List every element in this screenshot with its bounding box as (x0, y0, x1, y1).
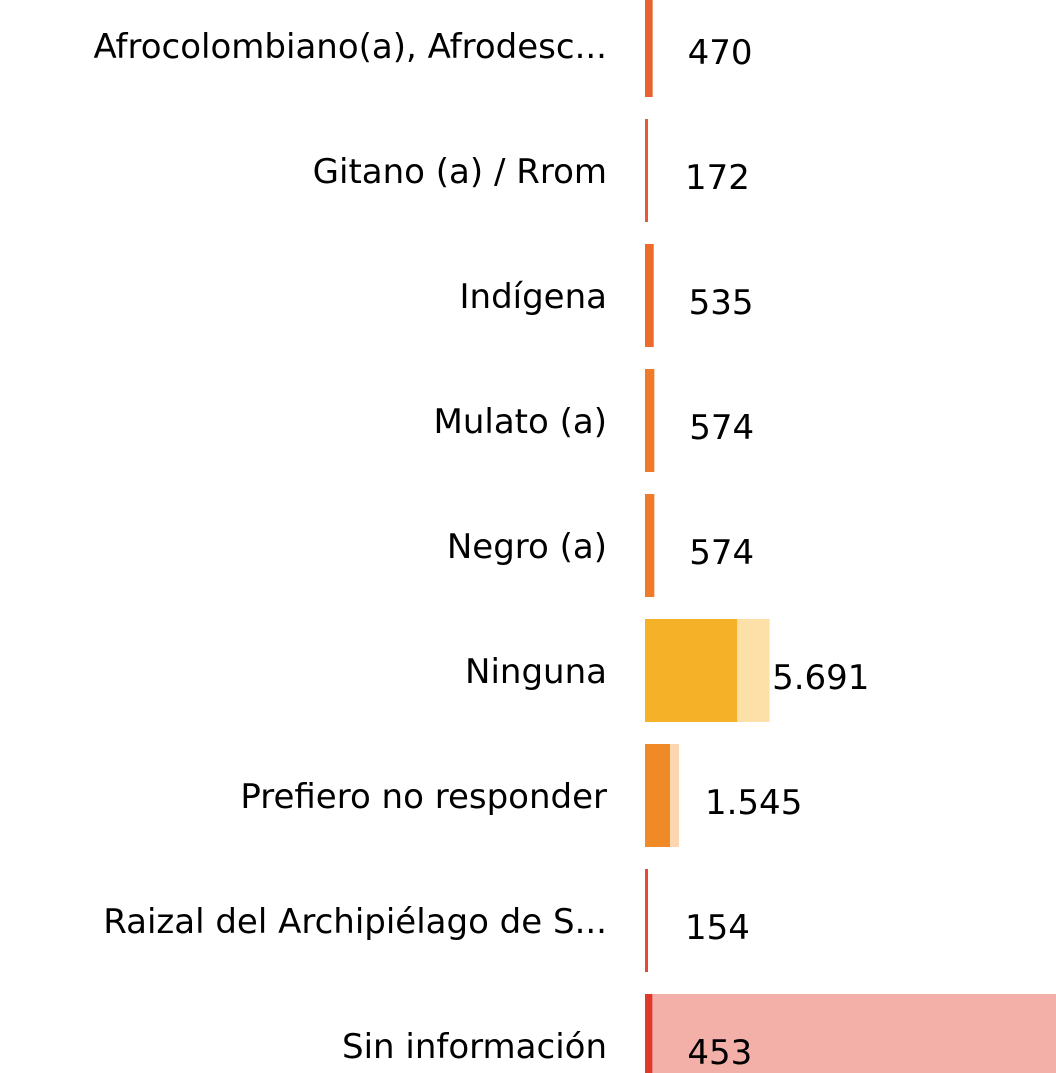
category-label: Sin información (342, 1027, 607, 1067)
bar (645, 119, 648, 222)
category-label: Prefiero no responder (240, 777, 607, 817)
bar (645, 869, 648, 972)
bar (645, 494, 655, 597)
category-label: Gitano (a) / Rrom (313, 152, 607, 192)
category-label: Raizal del Archipiélago de S... (103, 902, 607, 942)
bar (645, 619, 738, 722)
value-label: 5.691 (772, 658, 869, 698)
category-label: Afrocolombiano(a), Afrodesc... (94, 27, 608, 67)
total-bar (645, 994, 1056, 1073)
bar (645, 369, 655, 472)
bar (645, 244, 654, 347)
value-label: 574 (689, 408, 754, 448)
category-label: Ninguna (465, 652, 607, 692)
category-label: Negro (a) (447, 527, 607, 567)
category-label: Indígena (460, 277, 608, 317)
value-label: 172 (685, 158, 750, 198)
value-label: 1.545 (705, 783, 802, 823)
value-label: 535 (689, 283, 754, 323)
bar (645, 744, 670, 847)
value-label: 470 (688, 33, 753, 73)
value-label: 453 (687, 1033, 752, 1073)
value-label: 154 (685, 908, 750, 948)
category-label: Mulato (a) (434, 402, 607, 442)
bar (645, 0, 653, 97)
value-label: 574 (689, 533, 754, 573)
bar (645, 994, 653, 1073)
